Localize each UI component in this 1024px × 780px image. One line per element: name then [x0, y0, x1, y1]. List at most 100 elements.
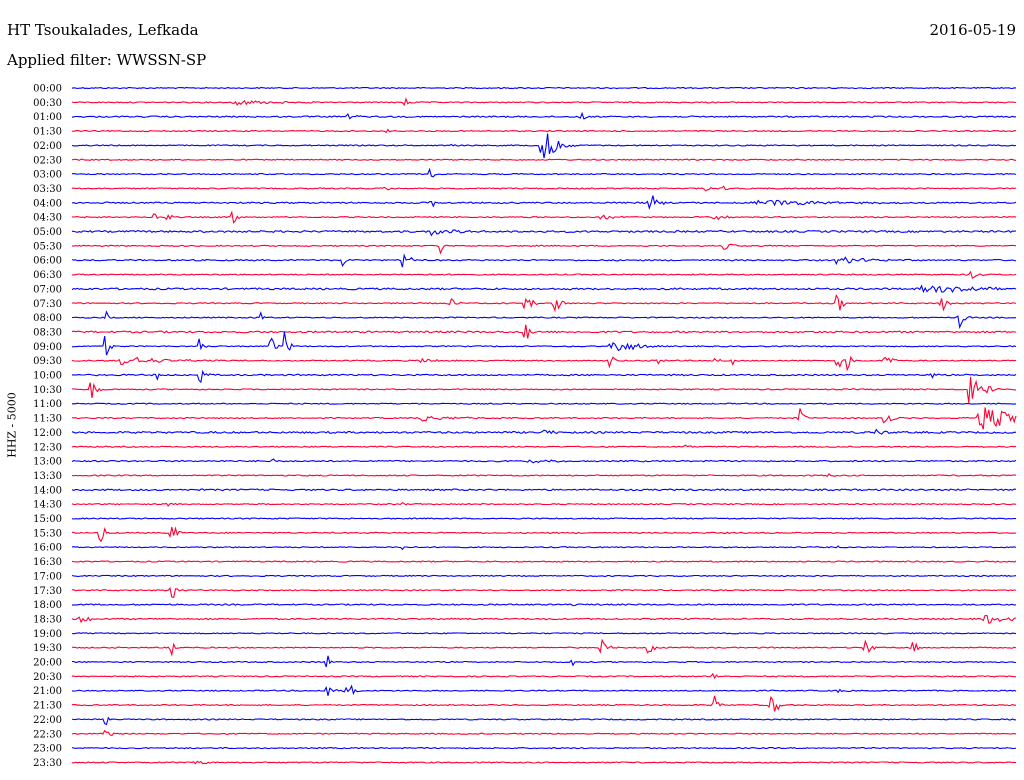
- time-tick-label: 16:00: [33, 543, 62, 554]
- time-tick-label: 19:00: [33, 629, 62, 640]
- time-tick-label: 05:30: [33, 241, 62, 252]
- trace-row-0100: [71, 111, 1017, 120]
- time-tick-label: 01:00: [33, 112, 62, 123]
- trace-row-0630: [71, 270, 1017, 279]
- trace-row-0830: [71, 324, 1017, 339]
- trace-row-1300: [71, 458, 1017, 464]
- station-title: HT Tsoukalades, Lefkada: [7, 21, 199, 39]
- time-tick-label: 11:30: [33, 414, 62, 425]
- trace-row-0400: [71, 195, 1017, 210]
- trace-row-2330: [72, 760, 1017, 765]
- time-tick-label: 14:00: [33, 485, 62, 496]
- trace-row-1430: [71, 502, 1017, 507]
- time-tick-label: 08:30: [33, 327, 62, 338]
- tick-labels-group: 00:00 00:30 01:00 01:30 02:00 02:30 03:00 03:30…: [33, 84, 62, 769]
- time-tick-label: 15:30: [33, 528, 62, 539]
- trace-row-1730: [71, 587, 1017, 599]
- trace-row-1000: [71, 369, 1017, 384]
- time-tick-label: 18:00: [33, 600, 62, 611]
- trace-row-0800: [72, 310, 1017, 330]
- time-tick-label: 09:00: [33, 342, 62, 353]
- time-tick-label: 05:00: [33, 227, 62, 238]
- trace-row-1830: [71, 614, 1017, 624]
- time-tick-label: 10:00: [33, 371, 62, 382]
- trace-row-0730: [71, 293, 1017, 313]
- trace-row-1400: [71, 488, 1017, 492]
- time-tick-label: 21:30: [33, 701, 62, 712]
- time-tick-label: 07:00: [33, 284, 62, 295]
- time-tick-label: 13:30: [33, 471, 62, 482]
- trace-row-0200: [71, 133, 1017, 159]
- trace-row-2100: [71, 684, 1017, 696]
- trace-row-0500: [71, 229, 1017, 237]
- time-tick-label: 01:30: [33, 127, 62, 138]
- time-tick-label: 00:00: [33, 84, 62, 95]
- trace-row-0430: [71, 210, 1017, 224]
- trace-row-2300: [71, 746, 1017, 750]
- trace-row-0230: [71, 158, 1017, 161]
- trace-row-2200: [71, 716, 1016, 726]
- trace-row-1700: [71, 574, 1017, 578]
- time-tick-label: 14:30: [33, 500, 62, 511]
- trace-row-0130: [71, 128, 1017, 134]
- trace-row-2130: [71, 695, 1017, 712]
- time-tick-label: 09:30: [33, 356, 62, 367]
- time-tick-label: 06:00: [33, 256, 62, 267]
- time-tick-label: 04:30: [33, 213, 62, 224]
- time-tick-label: 19:30: [33, 643, 62, 654]
- time-tick-label: 10:30: [33, 385, 62, 396]
- trace-row-1530: [71, 526, 1017, 543]
- trace-row-2230: [71, 729, 1017, 737]
- trace-row-1130: [71, 407, 1017, 430]
- trace-row-0530: [71, 243, 1017, 255]
- time-tick-label: 02:30: [33, 155, 62, 166]
- traces-group: [71, 86, 1017, 765]
- time-tick-label: 22:30: [33, 729, 62, 740]
- trace-row-0300: [71, 167, 1017, 178]
- trace-row-1200: [71, 428, 1017, 435]
- trace-row-1900: [71, 632, 1017, 635]
- trace-row-0000: [71, 86, 1017, 90]
- time-tick-label: 22:00: [33, 715, 62, 726]
- time-tick-label: 20:00: [33, 658, 62, 669]
- trace-row-1330: [71, 473, 1016, 478]
- trace-row-1800: [71, 603, 1017, 607]
- trace-row-1930: [71, 638, 1017, 657]
- time-tick-label: 23:00: [33, 744, 62, 755]
- time-tick-label: 11:00: [33, 399, 62, 410]
- time-tick-label: 03:30: [33, 184, 62, 195]
- time-tick-label: 00:30: [33, 98, 62, 109]
- time-tick-label: 23:30: [33, 758, 62, 769]
- trace-row-0330: [71, 185, 1017, 192]
- trace-row-0930: [71, 355, 1017, 372]
- time-tick-label: 18:30: [33, 614, 62, 625]
- trace-row-1230: [71, 444, 1017, 448]
- time-tick-label: 07:30: [33, 299, 62, 310]
- time-tick-label: 16:30: [33, 557, 62, 568]
- trace-row-0030: [71, 97, 1017, 107]
- trace-row-2000: [72, 655, 1017, 668]
- time-tick-label: 20:30: [33, 672, 62, 683]
- time-tick-label: 02:00: [33, 141, 62, 152]
- filter-label: Applied filter: WWSSN-SP: [7, 51, 207, 69]
- time-tick-label: 12:00: [33, 428, 62, 439]
- trace-row-1030: [71, 376, 1016, 403]
- time-tick-label: 21:00: [33, 686, 62, 697]
- trace-row-0900: [71, 331, 1017, 356]
- time-tick-label: 17:30: [33, 586, 62, 597]
- trace-row-1100: [71, 402, 1017, 405]
- time-tick-label: 15:00: [33, 514, 62, 525]
- trace-row-0700: [71, 284, 1017, 294]
- time-tick-label: 12:30: [33, 442, 62, 453]
- trace-row-1500: [71, 517, 1017, 520]
- trace-row-1600: [71, 545, 1017, 551]
- time-tick-label: 06:30: [33, 270, 62, 281]
- time-tick-label: 04:00: [33, 198, 62, 209]
- time-tick-label: 17:00: [33, 571, 62, 582]
- trace-row-2030: [71, 672, 1017, 680]
- time-tick-label: 13:00: [33, 457, 62, 468]
- time-tick-label: 08:00: [33, 313, 62, 324]
- time-tick-label: 03:00: [33, 170, 62, 181]
- trace-row-1630: [71, 560, 1017, 563]
